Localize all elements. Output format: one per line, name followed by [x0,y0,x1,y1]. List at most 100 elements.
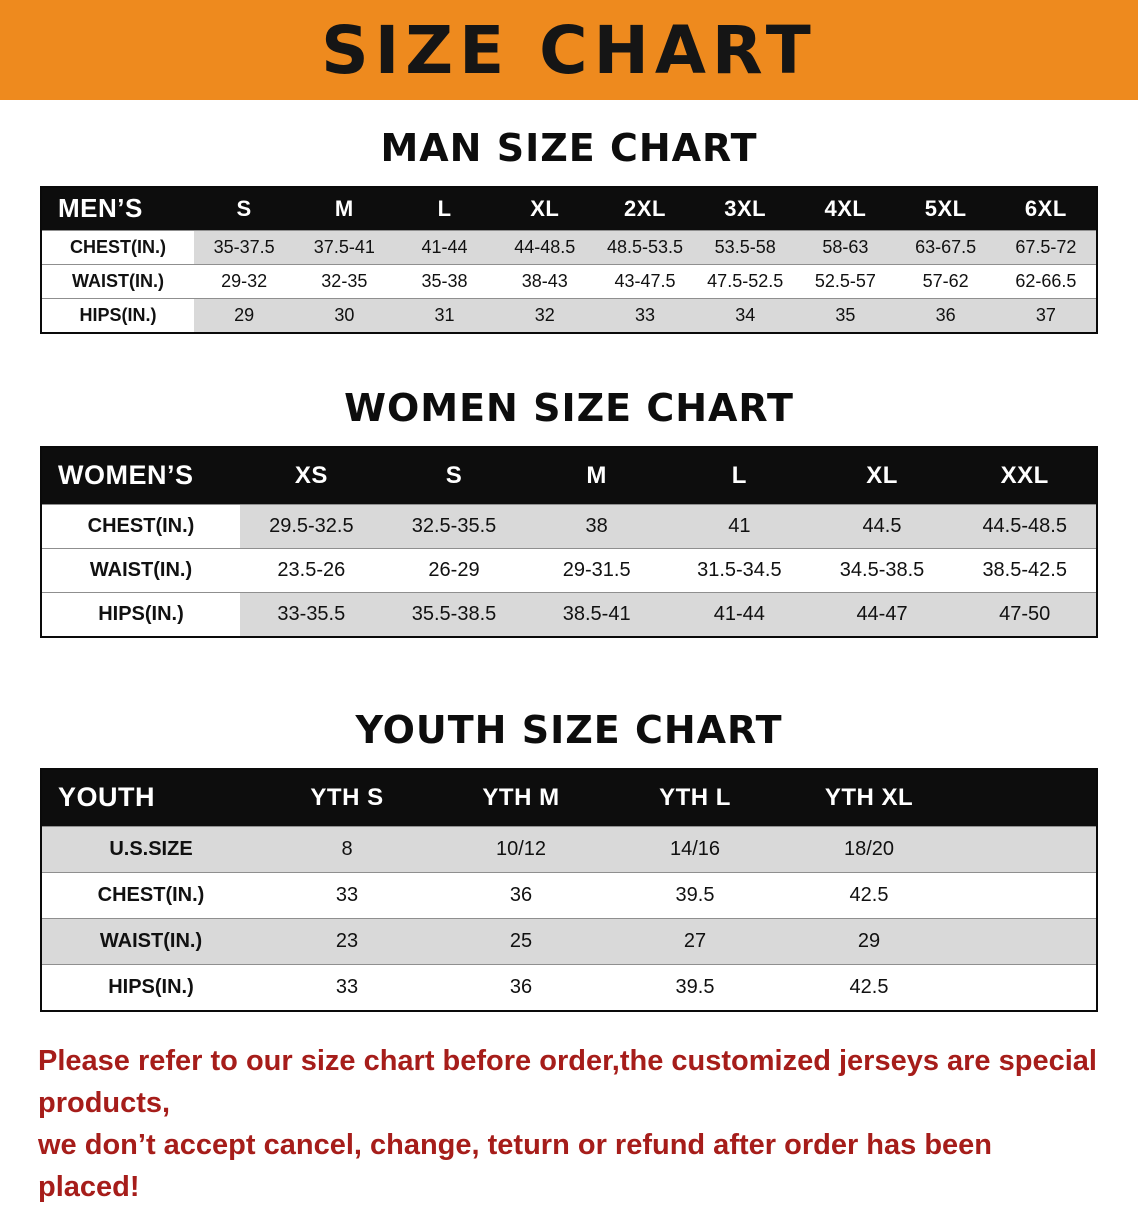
size-value-cell: 41-44 [713,603,765,625]
table-row: HIPS(IN.) 33-35.5 35.5-38.5 38.5-41 41-44 44-… [42,592,1096,636]
size-header-cell: 3XL [724,196,767,222]
row-label-cell: WAIST(IN.) [99,930,203,952]
size-header-cell: YTH XL [824,784,914,812]
size-value-cell: 23.5-26 [277,559,346,581]
size-value-cell: 41-44 [421,237,468,258]
table-title-cell: YOUTH [58,782,155,813]
size-header-cell: 2XL [624,196,666,222]
size-value-cell: 32-35 [321,271,368,292]
size-value-cell: 31.5-34.5 [697,559,782,581]
table-row: U.S.SIZE 8 10/12 14/16 18/20 [42,826,1096,872]
size-value-cell: 29-32 [221,271,268,292]
size-value-cell: 29-31.5 [562,559,631,581]
size-value-cell: 35-38 [421,271,468,292]
men-section-heading: MAN SIZE CHART [380,126,758,170]
notice-line-2: we don’t accept cancel, change, teturn o… [38,1129,992,1204]
men-size-section: MAN SIZE CHART MEN’S S M L XL 2XL 3XL 4XL 5XL 6XL… [0,126,1138,334]
size-header-cell: XS [294,462,328,490]
size-header-cell: S [445,462,463,490]
table-row: WAIST(IN.) 29-32 32-35 35-38 38-43 43-47.5 47.… [42,264,1096,298]
size-value-cell: 38-43 [521,271,568,292]
size-value-cell: 8 [341,838,353,860]
table-header-row: WOMEN’S XS S M L XL XXL [42,448,1096,504]
size-value-cell: 48.5-53.5 [606,237,684,258]
table-title-cell: WOMEN’S [58,460,194,491]
size-value-cell: 63-67.5 [915,237,977,258]
size-value-cell: 39.5 [675,884,715,906]
table-title-cell: MEN’S [58,193,143,224]
row-label-cell: WAIST(IN.) [42,549,240,592]
size-value-cell: 38 [585,515,608,537]
page-title: SIZE CHART [321,11,817,89]
size-header-cell: YTH L [659,784,731,812]
table-header-row: MEN’S S M L XL 2XL 3XL 4XL 5XL 6XL [42,188,1096,230]
size-value-cell: 32.5-35.5 [411,515,497,537]
size-value-cell: 44-47 [856,603,908,625]
size-value-cell: 34 [735,305,756,326]
size-value-cell: 32 [534,305,555,326]
youth-section-heading: YOUTH SIZE CHART [355,708,783,752]
size-header-cell: M [334,196,354,222]
table-row: HIPS(IN.) 29 30 31 32 33 34 35 36 37 [42,298,1096,332]
size-value-cell: 35.5-38.5 [411,603,497,625]
size-value-cell: 34.5-38.5 [839,559,925,581]
size-value-cell: 18/20 [843,838,895,860]
women-section-heading: WOMEN SIZE CHART [344,386,794,430]
size-value-cell: 67.5-72 [1015,237,1077,258]
row-label-cell: HIPS(IN.) [108,976,194,998]
size-header-cell: S [236,196,252,222]
table-row: CHEST(IN.) 35-37.5 37.5-41 41-44 44-48.5 48.5… [42,230,1096,264]
size-value-cell: 29 [234,305,255,326]
size-value-cell: 26-29 [428,559,480,581]
men-size-table: MEN’S S M L XL 2XL 3XL 4XL 5XL 6XL CHEST(IN.) 35-37… [40,186,1098,334]
table-header-row: YOUTH YTH S YTH M YTH L YTH XL [42,770,1096,826]
youth-size-table: YOUTH YTH S YTH M YTH L YTH XL U.S.SIZE 8 10/12… [40,768,1098,1012]
size-value-cell: 42.5 [849,884,889,906]
size-value-cell: 33 [335,976,359,998]
size-value-cell: 36 [509,884,533,906]
size-value-cell: 44.5-48.5 [982,515,1067,537]
women-size-table: WOMEN’S XS S M L XL XXL CHEST(IN.) 29.5-32.5 32.5… [40,446,1098,638]
size-header-cell: YTH S [310,784,384,812]
size-header-cell: XL [530,196,560,222]
size-value-cell: 33 [335,884,359,906]
size-value-cell: 57-62 [922,271,969,292]
table-row: WAIST(IN.) 23.5-26 26-29 29-31.5 31.5-34.5 34… [42,548,1096,592]
notice-line-1: Please refer to our size chart before or… [38,1045,1097,1120]
table-row: CHEST(IN.) 33 36 39.5 42.5 [42,872,1096,918]
table-row: WAIST(IN.) 23 25 27 29 [42,918,1096,964]
size-value-cell: 47.5-52.5 [707,271,784,292]
size-header-cell: XXL [1000,462,1049,490]
row-label-cell: HIPS(IN.) [42,593,240,636]
size-value-cell: 36 [509,976,533,998]
order-notice: Please refer to our size chart before or… [38,1040,1100,1208]
size-value-cell: 53.5-58 [714,237,776,258]
size-header-cell: M [586,462,607,490]
row-label-cell: WAIST(IN.) [42,265,194,298]
size-value-cell: 39.5 [675,976,715,998]
women-size-section: WOMEN SIZE CHART WOMEN’S XS S M L XL XXL CHEST(… [0,386,1138,638]
banner: SIZE CHART [0,0,1138,100]
size-value-cell: 38.5-42.5 [982,559,1067,581]
size-value-cell: 42.5 [849,976,889,998]
size-value-cell: 27 [683,930,707,952]
size-value-cell: 35-37.5 [213,237,275,258]
size-header-cell: XL [866,462,898,490]
row-label-cell: U.S.SIZE [109,838,193,860]
size-value-cell: 44-48.5 [514,237,576,258]
size-value-cell: 33-35.5 [277,603,346,625]
table-row: CHEST(IN.) 29.5-32.5 32.5-35.5 38 41 44.5 44.5… [42,504,1096,548]
size-header-cell: 4XL [824,196,867,222]
size-value-cell: 23 [335,930,359,952]
size-value-cell: 62-66.5 [1015,271,1077,292]
row-label-cell: CHEST(IN.) [42,505,240,548]
row-label-cell: CHEST(IN.) [42,231,194,264]
size-value-cell: 47-50 [999,603,1051,625]
size-value-cell: 44.5 [862,515,902,537]
size-value-cell: 58-63 [822,237,869,258]
size-header-cell: L [437,196,452,222]
table-row: HIPS(IN.) 33 36 39.5 42.5 [42,964,1096,1010]
size-value-cell: 52.5-57 [814,271,876,292]
size-value-cell: 43-47.5 [614,271,676,292]
